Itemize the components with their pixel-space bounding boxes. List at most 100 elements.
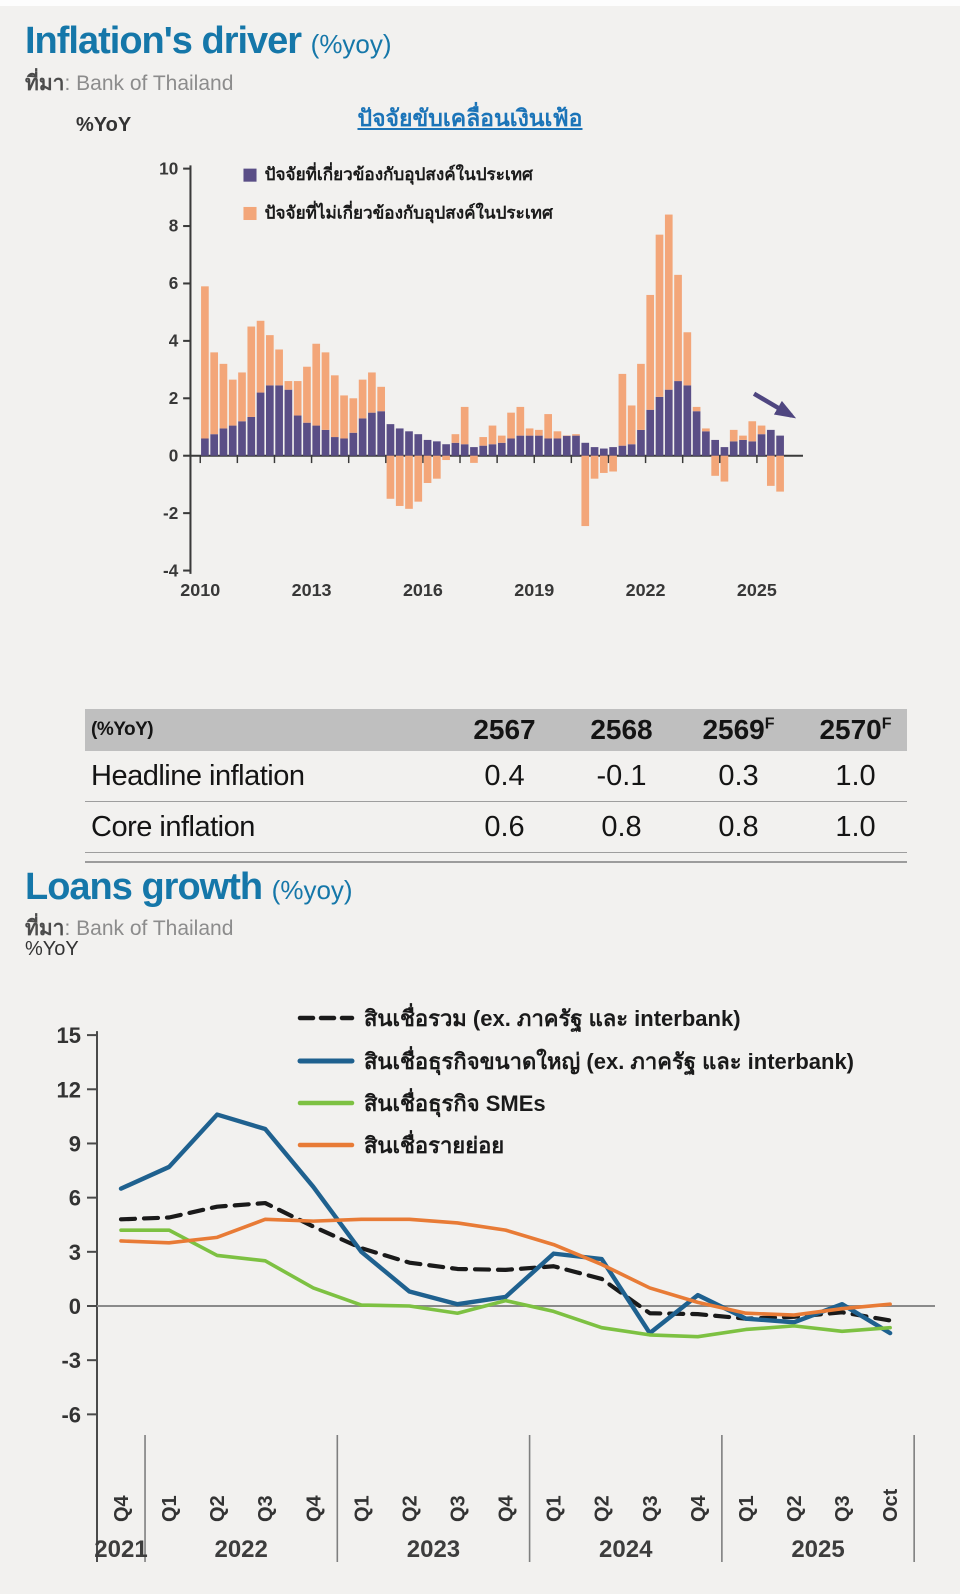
bar-nondemand-segment: [405, 456, 413, 509]
bar-nondemand-segment: [665, 215, 673, 390]
y-axis-tick-label: 0: [69, 1294, 81, 1319]
bar-nondemand-segment: [489, 426, 497, 445]
x-axis-quarter-label: Q2: [784, 1495, 806, 1522]
y-axis-tick-label: -6: [61, 1402, 81, 1427]
x-axis-year-label: 2022: [214, 1536, 267, 1563]
bar-demand-segment: [257, 393, 265, 456]
table-cell-value: 0.8: [563, 811, 680, 844]
bar-nondemand-segment: [229, 380, 237, 426]
bar-nondemand-segment: [303, 367, 311, 423]
bar-demand-segment: [322, 430, 330, 456]
bar-demand-segment: [656, 397, 664, 456]
bar-nondemand-segment: [350, 398, 358, 432]
bar-nondemand-segment: [479, 437, 487, 446]
bar-nondemand-segment: [609, 456, 617, 472]
x-axis-year-label: 2016: [403, 580, 443, 600]
y-axis-tick-label: -2: [163, 504, 178, 523]
bar-nondemand-segment: [238, 372, 246, 421]
y-axis-tick-label: 8: [169, 217, 179, 236]
bar-nondemand-segment: [266, 335, 274, 385]
bar-demand-segment: [396, 428, 404, 455]
bar-demand-segment: [544, 438, 552, 455]
bar-demand-segment: [665, 390, 673, 456]
table-column-header: 2568: [563, 714, 680, 746]
bar-demand-segment: [498, 443, 506, 456]
bar-demand-segment: [674, 381, 682, 456]
y-axis-tick-label: -3: [61, 1348, 81, 1373]
x-axis-year-label: 2025: [791, 1536, 844, 1563]
x-axis-quarter-label: Q4: [688, 1494, 710, 1522]
bar-demand-segment: [730, 441, 738, 455]
x-axis-quarter-label: Q3: [255, 1495, 277, 1522]
table-unit-label: (%YoY): [85, 719, 446, 741]
bar-nondemand-segment: [628, 405, 636, 444]
x-axis-year-label: 2023: [407, 1536, 460, 1563]
bar-demand-segment: [591, 447, 599, 456]
x-axis-quarter-label: Q1: [544, 1495, 566, 1522]
legend-label: ปัจจัยที่ไม่เกี่ยวข้องกับอุปสงค์ในประเทศ: [265, 200, 554, 223]
bar-nondemand-segment: [470, 456, 478, 463]
inflation-y-unit: %YoY: [76, 114, 131, 137]
inflation-chart-link[interactable]: ปัจจัยขับเคลื่อนเงินเฟ้อ: [320, 101, 620, 137]
bar-demand-segment: [424, 440, 432, 456]
x-axis-quarter-label: Q4: [496, 1494, 518, 1522]
bar-nondemand-segment: [257, 321, 265, 393]
y-axis-tick-label: 6: [69, 1186, 81, 1211]
legend-label: ปัจจัยที่เกี่ยวข้องกับอุปสงค์ในประเทศ: [265, 162, 534, 185]
bar-demand-segment: [563, 436, 571, 456]
bar-nondemand-segment: [368, 372, 376, 412]
bar-demand-segment: [609, 447, 617, 456]
bar-demand-segment: [359, 418, 367, 455]
bar-nondemand-segment: [247, 327, 255, 417]
bar-nondemand-segment: [452, 434, 460, 443]
bar-nondemand-segment: [776, 456, 784, 492]
bar-demand-segment: [507, 438, 515, 455]
x-axis-quarter-label: Oct: [880, 1488, 902, 1522]
bar-nondemand-segment: [581, 456, 589, 526]
bar-demand-segment: [554, 438, 562, 455]
bar-demand-segment: [220, 428, 228, 455]
x-axis-quarter-label: Q3: [640, 1495, 662, 1522]
table-cell-value: 0.4: [446, 760, 563, 793]
x-axis-year-label: 2019: [514, 580, 554, 600]
bar-demand-segment: [387, 424, 395, 456]
bar-nondemand-segment: [507, 413, 515, 439]
bar-nondemand-segment: [331, 375, 339, 437]
bar-nondemand-segment: [619, 374, 627, 446]
bar-demand-segment: [619, 446, 627, 456]
bar-nondemand-segment: [340, 395, 348, 438]
x-axis-quarter-label: Q2: [399, 1495, 421, 1522]
inflation-source-value: : Bank of Thailand: [64, 72, 233, 95]
x-axis-quarter-label: Q3: [832, 1495, 854, 1522]
bar-demand-segment: [368, 413, 376, 456]
x-axis-year-label: 2010: [180, 580, 220, 600]
table-cell-value: 1.0: [797, 760, 914, 793]
table-cell-value: 0.3: [680, 760, 797, 793]
bar-demand-segment: [758, 434, 766, 456]
x-axis-quarter-label: Q4: [111, 1494, 133, 1522]
bar-nondemand-segment: [646, 295, 654, 410]
x-axis-year-label: 2013: [292, 580, 332, 600]
bar-nondemand-segment: [544, 414, 552, 438]
bar-nondemand-segment: [377, 387, 385, 411]
bar-demand-segment: [266, 385, 274, 455]
bar-nondemand-segment: [526, 428, 534, 435]
inflation-source-label: ที่มา: [25, 72, 64, 95]
bar-demand-segment: [312, 426, 320, 456]
bar-demand-segment: [535, 436, 543, 456]
bar-nondemand-segment: [359, 380, 367, 419]
bar-nondemand-segment: [275, 349, 283, 385]
bar-nondemand-segment: [711, 456, 719, 476]
y-axis-tick-label: 2: [169, 389, 179, 408]
bar-demand-segment: [711, 440, 719, 456]
bar-demand-segment: [516, 436, 524, 456]
table-column-header: 2567: [446, 714, 563, 746]
bar-demand-segment: [414, 434, 422, 456]
bar-demand-segment: [776, 436, 784, 456]
loans-title-text: Loans growth: [25, 866, 262, 908]
bar-nondemand-segment: [285, 381, 293, 390]
bar-nondemand-segment: [591, 456, 599, 479]
table-cell-value: 0.6: [446, 811, 563, 844]
bar-nondemand-segment: [767, 456, 775, 486]
